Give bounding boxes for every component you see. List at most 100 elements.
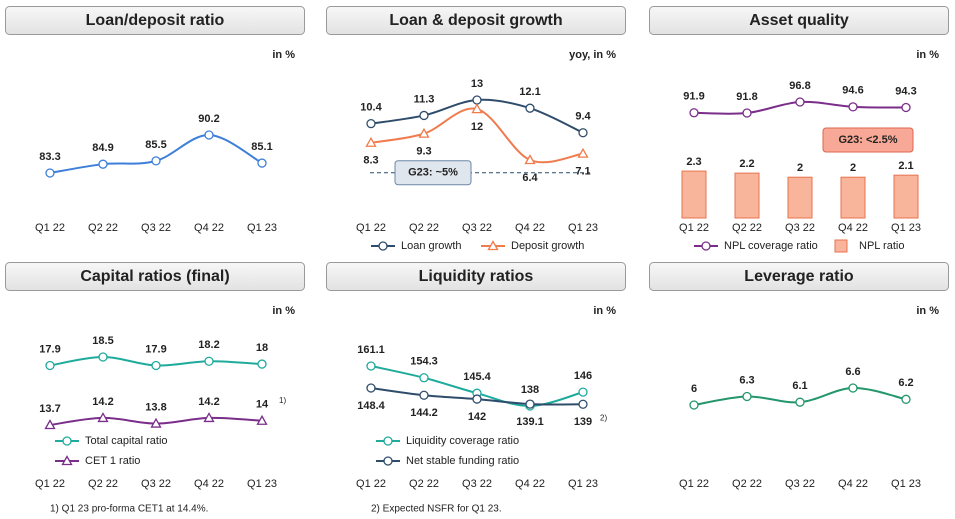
panel-header [326,262,626,291]
chart-panel: Loan/deposit ratio in % Q1 22 Q2 22 Q3 22 Q4 … [5,6,305,234]
data-label: 83.3 [39,151,60,163]
bar [893,174,919,219]
data-label: 91.9 [683,91,704,103]
annotation: G23: <2.5% [838,134,897,146]
marker [742,391,752,402]
bar [787,176,813,219]
data-label: 85.5 [145,139,166,151]
chart-panel: Loan & deposit growth yoy, in % Q1 22 Q2 22… [326,6,626,252]
data-label: 11.3 [414,93,435,105]
data-label: 144.2 [410,407,438,419]
chart-title: Loan & deposit growth [389,12,562,29]
data-label: 17.9 [39,343,60,355]
marker [98,159,108,169]
marker [689,108,699,118]
marker [62,436,72,446]
panel-header [326,6,626,35]
annotation-box [394,160,472,186]
marker [61,455,73,466]
marker [366,361,376,371]
marker [689,400,699,410]
data-label: 154.3 [410,356,438,368]
marker [44,419,56,430]
marker [383,436,393,446]
x-tick-label: Q4 22 [194,478,224,490]
data-label: 14.2 [198,396,219,408]
x-tick-label: Q3 22 [462,222,492,234]
legend-label: NPL ratio [859,240,904,252]
data-label: 94.3 [895,85,916,97]
data-label: 10.4 [360,102,382,114]
data-label: 6.2 [898,377,913,389]
data-label: 96.8 [789,80,810,92]
chart-title: Asset quality [749,12,849,29]
unit-label: in % [916,49,939,61]
panel-header [5,262,305,291]
data-label: 18.2 [198,339,219,351]
x-tick-label: Q2 22 [88,222,118,234]
marker [578,387,588,397]
chart-title: Loan/deposit ratio [86,12,225,29]
data-label: 2 [850,162,856,174]
x-tick-label: Q1 23 [247,478,277,490]
x-tick-label: Q4 22 [838,222,868,234]
marker [525,399,535,409]
marker [204,130,214,140]
legend-label: Loan growth [401,240,462,252]
marker [419,373,429,383]
bar [734,172,760,219]
data-label: 6.6 [845,366,860,378]
legend-label: NPL coverage ratio [724,240,818,252]
x-tick-label: Q4 22 [194,222,224,234]
x-tick-label: Q3 22 [141,222,171,234]
bar [840,176,866,219]
chart-panel: Liquidity ratios in % Q1 22 Q2 22 Q3 22 Q4 22… [326,262,626,515]
x-tick-label: Q3 22 [785,222,815,234]
data-label: 146 [574,370,592,382]
legend-label: Deposit growth [511,240,584,252]
chart-panel: Capital ratios (final) in % Q1 22 Q2 22 Q3 2… [5,262,305,515]
unit-label: yoy, in % [569,49,616,61]
x-tick-label: Q4 22 [838,478,868,490]
marker [901,394,911,404]
data-label: 90.2 [198,113,219,125]
marker [366,118,376,129]
data-label: 17.9 [145,343,166,355]
x-tick-label: Q1 23 [247,222,277,234]
chart-panel: Asset quality in % Q1 22 Q2 22 Q3 22 Q4 22 Q1 … [649,6,949,253]
marker [472,95,482,105]
data-label: 139 [574,416,592,428]
marker [577,147,589,158]
marker [742,108,752,118]
unit-label: in % [916,305,939,317]
x-tick-label: Q2 22 [732,478,762,490]
marker [795,97,805,107]
x-tick-label: Q3 22 [462,478,492,490]
marker [578,399,588,409]
data-label: 85.1 [251,141,272,153]
x-tick-label: Q2 22 [409,478,439,490]
marker [151,156,161,166]
marker [418,127,430,138]
marker [97,412,109,423]
data-label: 12 [471,121,483,133]
marker [378,241,388,251]
legend-label: CET 1 ratio [85,455,140,467]
data-label: 2.1 [898,160,913,172]
bar [681,170,707,219]
data-label: 161.1 [357,344,385,356]
x-tick-label: Q2 22 [409,222,439,234]
footnote-mark: 1) [279,396,286,405]
x-tick-label: Q3 22 [141,478,171,490]
marker [256,414,268,425]
data-label: 6.3 [739,374,754,386]
data-label: 139.1 [516,416,544,428]
x-tick-label: Q3 22 [785,478,815,490]
marker [472,394,482,404]
marker [419,390,429,400]
data-label: 91.8 [736,91,757,103]
data-label: 13 [471,78,483,90]
legend-swatch [834,239,848,253]
data-label: 7.1 [575,166,590,178]
data-label: 9.4 [575,111,591,123]
